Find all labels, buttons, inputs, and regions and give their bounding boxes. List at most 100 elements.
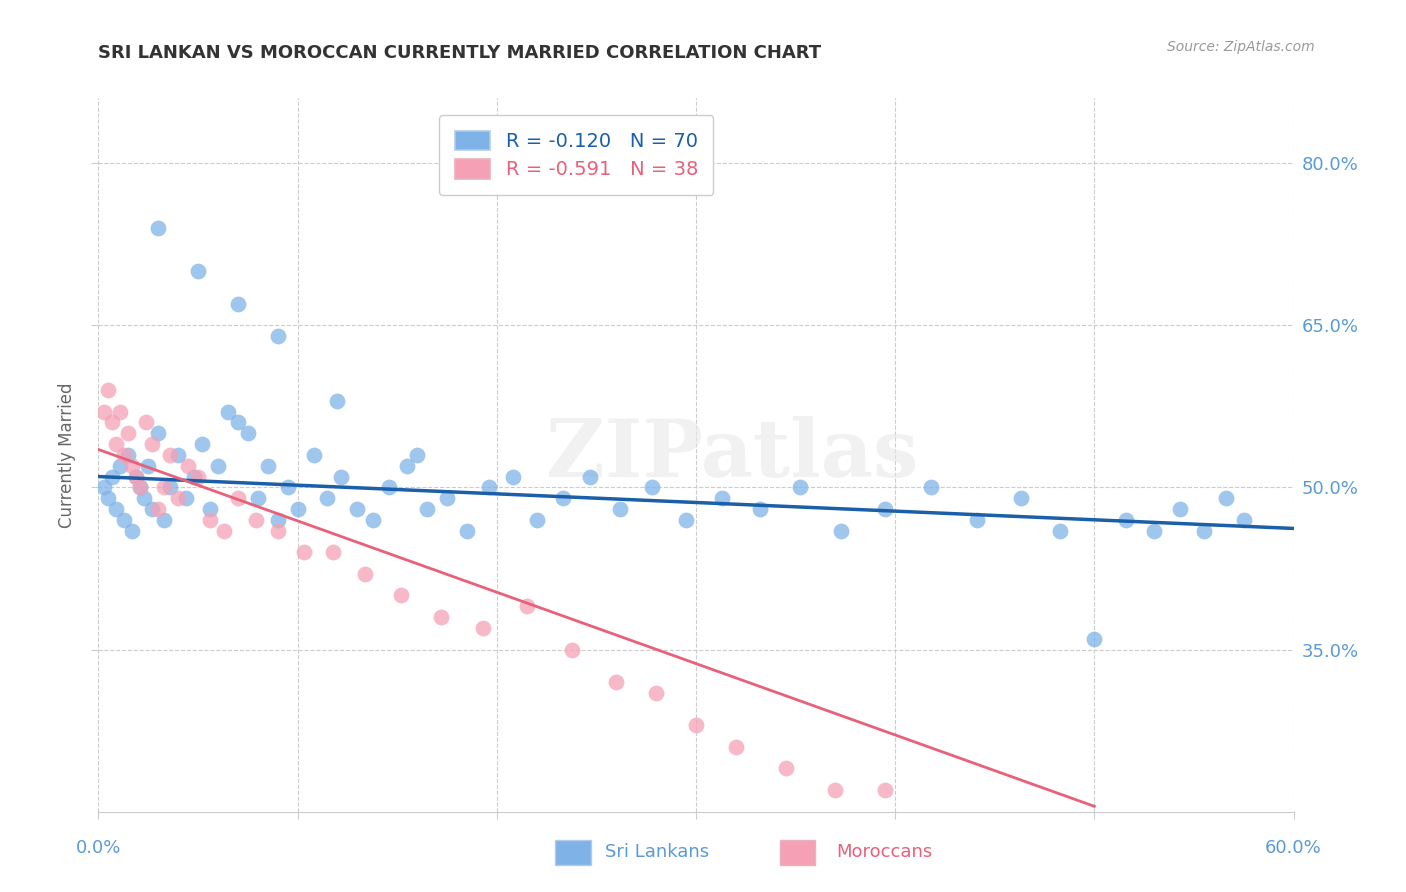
Point — [226, 296, 249, 310]
Point — [287, 502, 309, 516]
Point — [605, 675, 627, 690]
Point — [875, 783, 897, 797]
Point — [125, 469, 148, 483]
Point — [389, 589, 412, 603]
Text: Sri Lankans: Sri Lankans — [605, 843, 709, 861]
Point — [148, 502, 170, 516]
Text: 60.0%: 60.0% — [1265, 838, 1322, 856]
Point — [129, 480, 152, 494]
Legend: R = -0.120   N = 70, R = -0.591   N = 38: R = -0.120 N = 70, R = -0.591 N = 38 — [440, 115, 713, 195]
Point — [256, 458, 278, 473]
Point — [267, 329, 290, 343]
Point — [105, 502, 128, 516]
Point — [153, 513, 176, 527]
Point — [112, 513, 135, 527]
Point — [226, 416, 249, 430]
Point — [1049, 524, 1071, 538]
Point — [110, 405, 132, 419]
Point — [136, 458, 159, 473]
Point — [207, 458, 229, 473]
Point — [198, 502, 221, 516]
Point — [198, 513, 221, 527]
Point — [110, 458, 132, 473]
Point — [121, 458, 143, 473]
Y-axis label: Currently Married: Currently Married — [58, 382, 76, 528]
Point — [226, 491, 249, 505]
Point — [167, 448, 190, 462]
Point — [396, 458, 419, 473]
Point — [966, 513, 988, 527]
Point — [824, 783, 846, 797]
Point — [330, 469, 353, 483]
Point — [187, 469, 209, 483]
Point — [436, 491, 458, 505]
Point — [416, 502, 439, 516]
Point — [478, 480, 501, 494]
Point — [174, 491, 197, 505]
Point — [121, 524, 143, 538]
Point — [830, 524, 852, 538]
Text: Moroccans: Moroccans — [837, 843, 932, 861]
Point — [456, 524, 478, 538]
Point — [177, 458, 200, 473]
Point — [502, 469, 524, 483]
Point — [920, 480, 942, 494]
Point — [212, 524, 235, 538]
Point — [292, 545, 315, 559]
Point — [141, 502, 163, 516]
Point — [236, 426, 259, 441]
Point — [378, 480, 401, 494]
Point — [1143, 524, 1166, 538]
Point — [1233, 513, 1256, 527]
Point — [551, 491, 574, 505]
Point — [245, 513, 267, 527]
Point — [1215, 491, 1237, 505]
Point — [316, 491, 339, 505]
Point — [97, 383, 120, 397]
Text: Source: ZipAtlas.com: Source: ZipAtlas.com — [1167, 40, 1315, 54]
Point — [346, 502, 368, 516]
Point — [1115, 513, 1137, 527]
Point — [134, 491, 156, 505]
Point — [159, 480, 181, 494]
Point — [516, 599, 538, 614]
Text: ZIPatlas: ZIPatlas — [546, 416, 918, 494]
Point — [775, 762, 797, 776]
Point — [246, 491, 269, 505]
Point — [326, 393, 349, 408]
Point — [1010, 491, 1032, 505]
Point — [191, 437, 214, 451]
Point — [97, 491, 120, 505]
Point — [641, 480, 664, 494]
Point — [93, 405, 115, 419]
Point — [609, 502, 631, 516]
Point — [101, 469, 124, 483]
Point — [685, 718, 707, 732]
Point — [129, 480, 152, 494]
Point — [675, 513, 697, 527]
Point — [471, 621, 494, 635]
Point — [159, 448, 181, 462]
Point — [117, 448, 139, 462]
Point — [217, 405, 239, 419]
Point — [645, 686, 668, 700]
Point — [526, 513, 548, 527]
Point — [1083, 632, 1105, 646]
Point — [167, 491, 190, 505]
Point — [363, 513, 385, 527]
Point — [277, 480, 299, 494]
Point — [875, 502, 897, 516]
Point — [135, 416, 157, 430]
Point — [148, 426, 170, 441]
Point — [561, 642, 583, 657]
Point — [724, 739, 747, 754]
Point — [354, 566, 377, 581]
Point — [187, 264, 209, 278]
Point — [183, 469, 205, 483]
Point — [579, 469, 602, 483]
Point — [148, 220, 170, 235]
Point — [302, 448, 325, 462]
Point — [789, 480, 811, 494]
Point — [153, 480, 176, 494]
Point — [93, 480, 115, 494]
